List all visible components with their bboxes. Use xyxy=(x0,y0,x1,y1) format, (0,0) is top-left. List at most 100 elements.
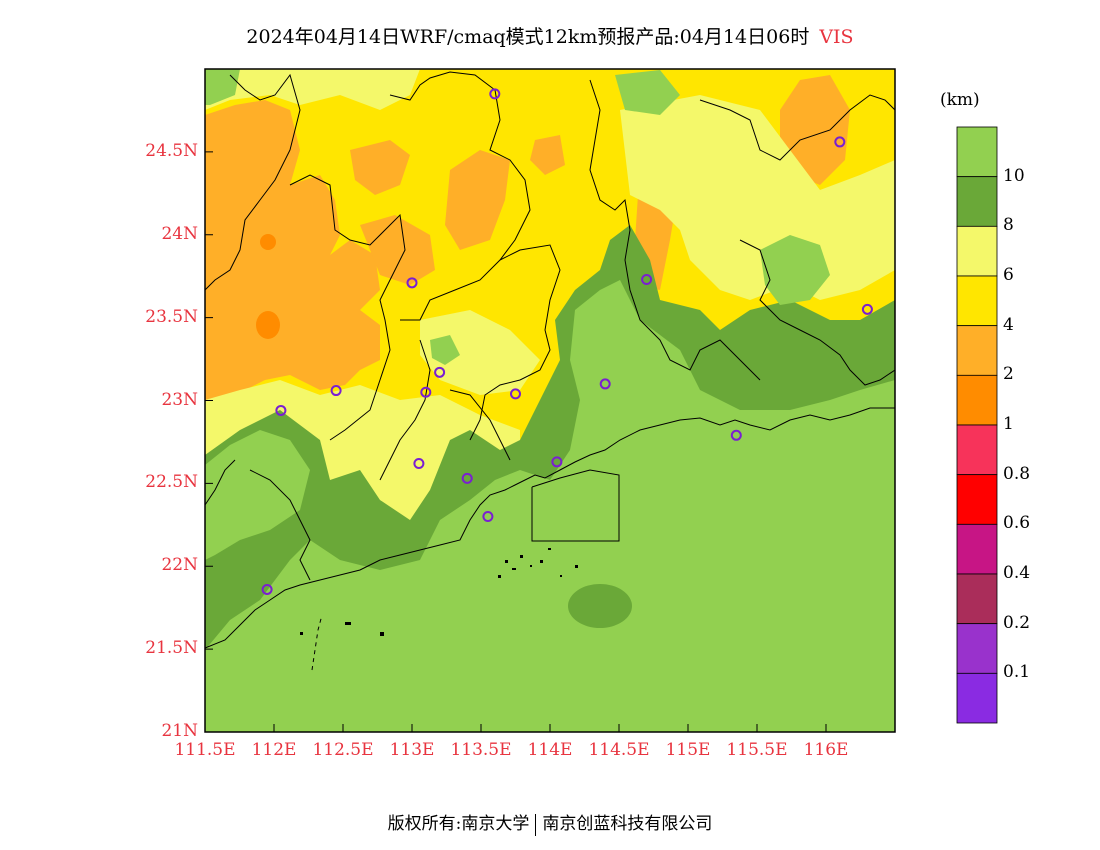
title-text: 2024年04月14日WRF/cmaq模式12km预报产品:04月14日06时 xyxy=(246,26,810,48)
orange-region-small xyxy=(530,135,565,175)
light-green-inland-patch xyxy=(430,335,460,365)
island-10 xyxy=(345,622,351,625)
station-markers xyxy=(261,88,873,595)
maritime-dashed-line xyxy=(311,614,323,671)
colorbar-label: 0.1 xyxy=(1003,662,1031,683)
footer-separator xyxy=(535,813,537,836)
station-marker xyxy=(510,388,521,400)
admin-boundary-9 xyxy=(249,469,311,581)
lat-tick-label: 24N xyxy=(161,223,198,244)
lat-tick-label: 22N xyxy=(161,555,198,576)
colorbar-label: 0.8 xyxy=(1003,463,1031,484)
map-fill-layer xyxy=(205,69,895,732)
lat-tick-label: 21.5N xyxy=(145,638,198,659)
colorbar-label: 8 xyxy=(1003,215,1014,236)
station-marker xyxy=(420,386,432,398)
lat-tick-label: 22.5N xyxy=(145,472,198,493)
colorbar-segment xyxy=(956,176,998,227)
island-8 xyxy=(575,565,578,568)
island-4 xyxy=(530,565,532,567)
light-green-north-patch xyxy=(615,70,680,115)
light-yellow-band-ne xyxy=(620,95,895,300)
boundaries xyxy=(205,71,895,671)
light-green-west-region xyxy=(205,430,310,560)
station-marker xyxy=(482,511,494,523)
station-marker xyxy=(261,583,273,595)
legend-unit: (km) xyxy=(940,90,980,110)
station-marker xyxy=(406,277,418,289)
offshore-boundary xyxy=(531,469,620,542)
lon-tick-label: 115E xyxy=(665,740,711,760)
variable-name: VIS xyxy=(819,26,854,48)
colorbar-segment xyxy=(956,623,998,674)
lat-tick-marks xyxy=(205,151,213,733)
lon-tick-marks xyxy=(204,724,827,732)
colorbar-segment xyxy=(956,573,998,625)
admin-boundary-3 xyxy=(469,244,561,441)
orange-region-mid xyxy=(360,215,435,285)
lon-tick-label: 115.5E xyxy=(726,740,788,760)
footer-copyright: 版权所有:南京大学 南京创蓝科技有限公司 xyxy=(0,809,1100,836)
colorbar-segment xyxy=(956,126,998,178)
light-yellow-band-center xyxy=(420,310,540,395)
station-marker xyxy=(330,385,342,397)
colorbar-segment xyxy=(956,225,998,277)
station-marker xyxy=(834,136,846,148)
station-marker xyxy=(489,88,501,100)
colorbar-label: 0.6 xyxy=(1003,513,1031,534)
island-7 xyxy=(498,575,501,578)
colorbar-segment xyxy=(956,275,998,327)
map-title: 2024年04月14日WRF/cmaq模式12km预报产品:04月14日06时 V… xyxy=(0,22,1100,49)
island-1 xyxy=(505,560,508,563)
admin-boundary-4 xyxy=(589,79,761,381)
colorbar-segment xyxy=(956,325,998,376)
island-2 xyxy=(512,568,516,570)
island-6 xyxy=(548,548,551,550)
orange-region-ne2 xyxy=(780,75,850,185)
lat-tick-label: 23.5N xyxy=(145,306,198,327)
colorbar-segment xyxy=(956,672,998,724)
admin-boundary-5 xyxy=(699,94,895,161)
lon-tick-label: 114.5E xyxy=(588,740,650,760)
station-marker xyxy=(641,274,653,286)
dark-green-offshore-patch xyxy=(568,584,632,628)
station-marker xyxy=(275,404,287,416)
dark-orange-spot-1 xyxy=(256,311,280,339)
lat-tick-label: 23N xyxy=(161,389,198,410)
provincial-boundary-west xyxy=(205,73,301,291)
footer-left: 版权所有:南京大学 xyxy=(387,814,530,834)
colorbar xyxy=(956,126,998,724)
station-marker xyxy=(730,429,742,441)
light-green-ne-region xyxy=(760,235,830,305)
station-marker xyxy=(461,472,473,484)
admin-boundary-7 xyxy=(379,339,431,481)
lon-tick-label: 113E xyxy=(389,740,435,760)
lon-tick-label: 111.5E xyxy=(174,740,236,760)
colorbar-label: 4 xyxy=(1003,314,1014,335)
island-5 xyxy=(540,560,543,563)
colorbar-label: 1 xyxy=(1003,414,1014,434)
admin-boundary-8 xyxy=(449,389,511,461)
lon-tick-label: 116E xyxy=(803,740,849,760)
coastline xyxy=(205,407,895,649)
lat-tick-label: 24.5N xyxy=(145,140,198,161)
island-9 xyxy=(560,575,562,577)
light-green-nw-corner xyxy=(205,69,240,105)
station-marker xyxy=(413,457,425,469)
island-11 xyxy=(380,632,384,636)
colorbar-label: 6 xyxy=(1003,265,1014,285)
island-3 xyxy=(520,555,523,558)
station-marker xyxy=(599,378,611,390)
colorbar-segment xyxy=(956,474,998,525)
lon-tick-label: 114E xyxy=(527,740,573,760)
colorbar-segment xyxy=(956,523,998,575)
colorbar-label: 0.4 xyxy=(1003,563,1031,583)
admin-boundary-1 xyxy=(289,174,406,441)
dark-orange-spot-2 xyxy=(260,234,276,250)
lon-tick-label: 112.5E xyxy=(312,740,374,760)
colorbar-segment xyxy=(956,424,998,476)
colorbar-label: 0.2 xyxy=(1003,612,1031,633)
colorbar-label: 2 xyxy=(1003,364,1014,385)
lat-tick-label: 21N xyxy=(161,721,198,741)
